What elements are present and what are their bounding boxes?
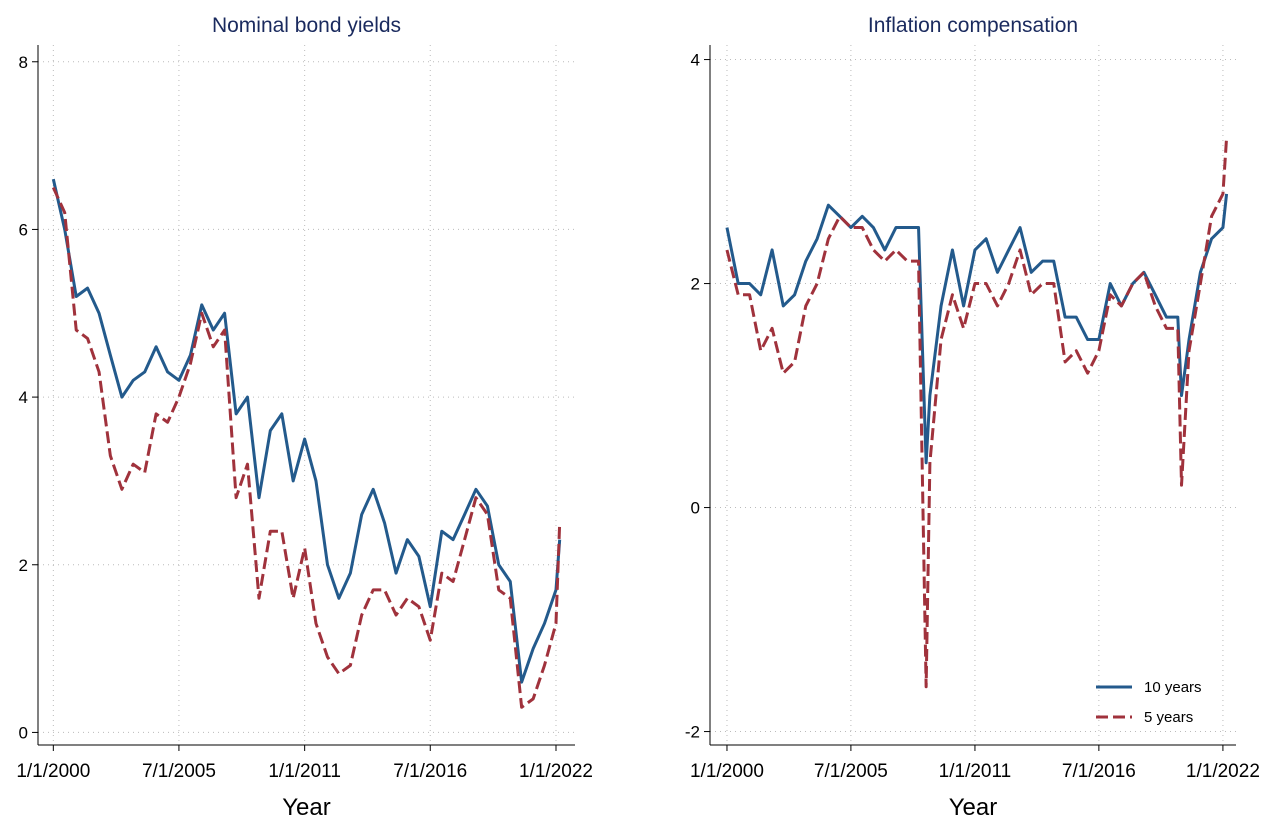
x-tick-label: 7/1/2016	[393, 761, 467, 782]
y-tick-label: 0	[691, 499, 700, 518]
legend-label: 5 years	[1144, 709, 1193, 726]
chart-title: Inflation compensation	[868, 14, 1078, 37]
legend-label: 10 years	[1144, 679, 1202, 696]
x-tick-label: 1/1/2022	[519, 761, 593, 782]
x-tick-label: 1/1/2022	[1186, 761, 1260, 782]
x-axis-title: Year	[949, 794, 998, 818]
x-tick-label: 1/1/2011	[939, 761, 1012, 782]
line-series	[725, 137, 1229, 689]
y-tick-label: 4	[691, 51, 700, 70]
x-tick-label: 7/1/2016	[1062, 761, 1136, 782]
y-tick-label: 0	[19, 723, 28, 742]
x-tick-label: 1/1/2000	[16, 761, 90, 782]
y-tick-label: 8	[19, 53, 28, 72]
y-tick-label: 2	[19, 556, 28, 575]
y-tick-label: -2	[685, 723, 700, 742]
x-tick-label: 7/1/2005	[142, 761, 216, 782]
x-axis-title: Year	[282, 794, 331, 818]
x-tick-label: 7/1/2005	[814, 761, 888, 782]
y-tick-label: 2	[691, 275, 700, 294]
y-tick-label: 4	[19, 388, 28, 407]
line-series	[725, 193, 1229, 465]
chart-title: Nominal bond yields	[212, 14, 401, 37]
panel: Inflation compensation -2 0 2 4 1/1/2000 7/1/2…	[685, 14, 1260, 818]
x-tick-label: 1/1/2000	[690, 761, 764, 782]
x-tick-label: 1/1/2011	[268, 761, 341, 782]
panel: Nominal bond yields 0 2 4 6 8 1/1/2000 7/1/2005…	[16, 14, 593, 818]
line-series	[51, 178, 562, 684]
line-series	[51, 186, 562, 709]
y-tick-label: 6	[19, 220, 28, 239]
